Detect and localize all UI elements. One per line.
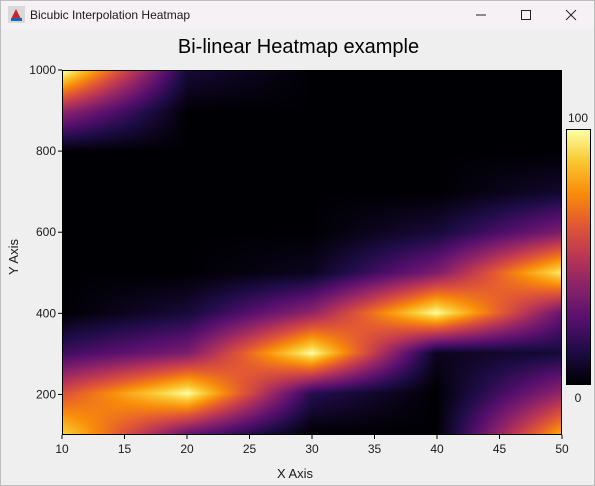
x-tick-label: 15: [118, 442, 132, 456]
y-axis-label: Y Axis: [6, 239, 21, 275]
x-tick-label: 40: [430, 442, 444, 456]
x-tick-label: 25: [243, 442, 257, 456]
chart-title: Bi-linear Heatmap example: [177, 36, 420, 58]
colorbar-min-label: 0: [574, 391, 582, 405]
colorbar: [566, 129, 591, 385]
minimize-icon: [476, 14, 486, 16]
window-title: Bicubic Interpolation Heatmap: [30, 8, 191, 22]
y-tick-label: 800: [36, 144, 56, 158]
y-tick-label: 200: [36, 387, 56, 401]
maximize-button[interactable]: [503, 1, 549, 29]
x-tick-label: 50: [555, 442, 569, 456]
maximize-icon: [521, 10, 531, 20]
x-tick-label: 10: [55, 442, 69, 456]
title-bar[interactable]: Bicubic Interpolation Heatmap: [1, 1, 594, 29]
x-axis-label: X Axis: [277, 466, 314, 481]
y-tick-label: 400: [36, 306, 56, 320]
heatmap-plot-area: [62, 70, 562, 435]
x-tick-label: 20: [180, 442, 194, 456]
java-app-icon: [8, 6, 25, 23]
y-tick-label: 1000: [29, 63, 56, 77]
x-tick-label: 45: [493, 442, 507, 456]
close-button[interactable]: [548, 1, 594, 29]
minimize-button[interactable]: [458, 1, 504, 29]
x-tick-label: 30: [305, 442, 319, 456]
close-icon: [565, 9, 577, 21]
y-tick-label: 600: [36, 225, 56, 239]
x-tick-label: 35: [368, 442, 382, 456]
colorbar-max-label: 100: [567, 111, 589, 125]
